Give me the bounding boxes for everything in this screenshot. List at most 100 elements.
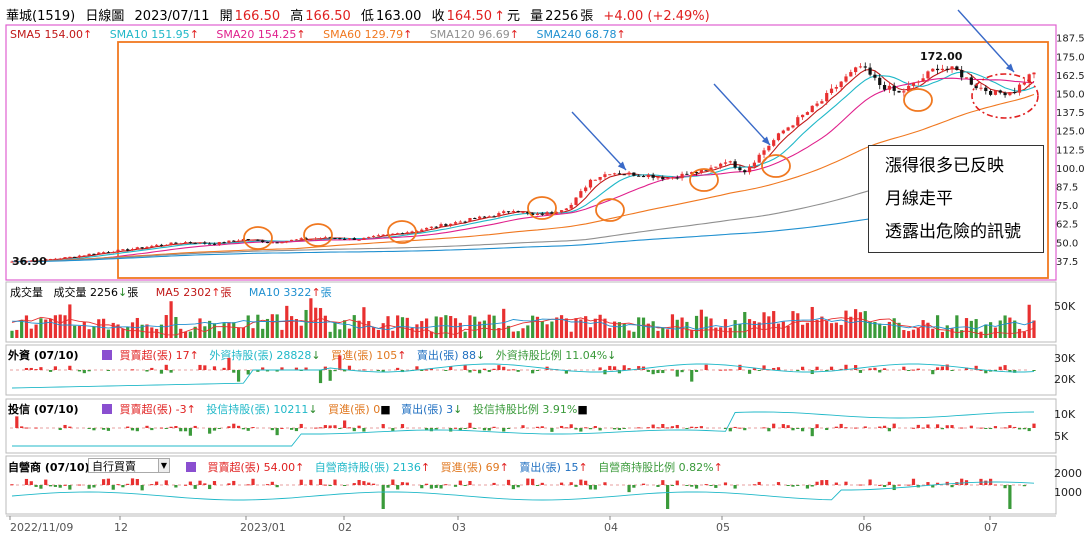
flow-bar: [20, 426, 24, 428]
flow-bar: [130, 369, 135, 371]
candle-body: [24, 261, 29, 263]
flow-bar: [675, 370, 679, 377]
list-icon[interactable]: [102, 404, 113, 414]
flow-bar: [463, 428, 467, 429]
flow-bar: [1008, 370, 1012, 372]
volume-bar: [405, 317, 409, 338]
candle-body: [188, 242, 192, 244]
candle-body: [661, 177, 665, 180]
flow-bar: [979, 369, 983, 371]
volume-bar: [531, 315, 535, 338]
volume-value: 2256: [545, 9, 579, 24]
arrow-head: [617, 161, 626, 170]
flow-bar: [641, 483, 646, 485]
highlight-circle: [595, 198, 625, 222]
candle-body: [338, 238, 342, 240]
flow-bar: [579, 479, 583, 485]
annotation-line: 漲得很多已反映: [885, 156, 1004, 176]
flow-bar: [111, 485, 115, 490]
volume-bar: [449, 315, 453, 338]
volume-bar: [44, 319, 48, 338]
candle-body: [723, 162, 728, 164]
candle-body: [87, 253, 91, 256]
flow-bar: [776, 482, 781, 485]
flow-bar: [506, 479, 511, 485]
candle-body: [126, 249, 130, 251]
volume-bar: [680, 317, 684, 338]
flow-bar: [598, 367, 602, 370]
candle-body: [738, 167, 742, 171]
volume-bar: [550, 321, 554, 338]
volume-bar: [343, 320, 347, 338]
candle-body: [935, 68, 940, 71]
flow-bar: [212, 481, 217, 485]
flow-bar: [92, 485, 96, 488]
flow-bar: [694, 370, 699, 372]
flow-bar: [323, 484, 327, 486]
volume-bar: [969, 320, 973, 338]
flow-bar: [882, 425, 887, 428]
volume-bar: [559, 315, 564, 338]
volume-bar: [20, 320, 24, 338]
flow-bar: [347, 427, 352, 429]
candle-body: [424, 227, 429, 230]
holding-line: [12, 411, 1035, 447]
candle-body: [747, 166, 752, 173]
flow-bar: [1003, 427, 1007, 429]
flow-bar: [574, 485, 578, 487]
flow-bar: [670, 369, 675, 371]
volume-bar: [130, 322, 135, 338]
flow-bar: [347, 365, 352, 370]
up-arrow-icon: ↑: [420, 461, 431, 474]
candle-body: [1017, 84, 1022, 93]
flow-bar: [101, 479, 106, 485]
volume-bar: [458, 322, 462, 338]
candle-body: [1027, 74, 1031, 83]
down-arrow-icon: ↓: [453, 403, 463, 416]
flow-bar: [617, 370, 622, 374]
flow-bar: [29, 481, 33, 485]
ma-legend-item: SMA20 154.25↑: [216, 28, 306, 41]
candle-body: [569, 204, 573, 209]
volume-bar: [135, 317, 139, 338]
volume-bar: [410, 327, 414, 338]
flow-bar: [429, 428, 434, 432]
flow-bar: [174, 485, 178, 488]
highlight-circle: [303, 223, 333, 247]
volume-bar: [415, 324, 419, 338]
flow-bar: [492, 368, 496, 370]
candle-body: [386, 234, 390, 236]
volume-bar: [367, 321, 371, 338]
arrow-head: [1005, 63, 1014, 72]
flow-bar: [757, 481, 761, 485]
volume-bar: [63, 315, 67, 338]
flow-bar: [434, 485, 438, 488]
candle-body: [506, 211, 511, 213]
candle-body: [203, 242, 207, 244]
price-tick-label: 87.5: [1056, 182, 1078, 193]
flow-bar: [203, 483, 207, 485]
flow-bar: [666, 427, 670, 429]
ma-legend-item: SMA120 96.69↑: [429, 28, 520, 41]
volume-bar: [699, 309, 703, 338]
volume-bar: [429, 331, 434, 338]
volume-bar: [907, 331, 911, 338]
volume-bar: [261, 328, 265, 338]
flow-bar: [280, 367, 284, 370]
chevron-down-icon[interactable]: ▼: [158, 458, 170, 473]
flow-bar: [106, 478, 111, 485]
candle-body: [699, 169, 703, 174]
flow-bar: [574, 428, 578, 430]
flow-bar: [704, 484, 708, 486]
volume-bar: [400, 317, 405, 338]
volume-bar: [651, 321, 655, 338]
candle-body: [907, 85, 911, 92]
list-icon[interactable]: [102, 350, 113, 360]
volume-bar: [935, 315, 940, 338]
flow-bar: [526, 478, 530, 485]
list-icon[interactable]: [186, 462, 196, 472]
flow-bar: [193, 425, 197, 428]
flow-bar: [275, 370, 279, 372]
flow-bar: [960, 478, 964, 485]
flow-bar: [116, 484, 120, 486]
